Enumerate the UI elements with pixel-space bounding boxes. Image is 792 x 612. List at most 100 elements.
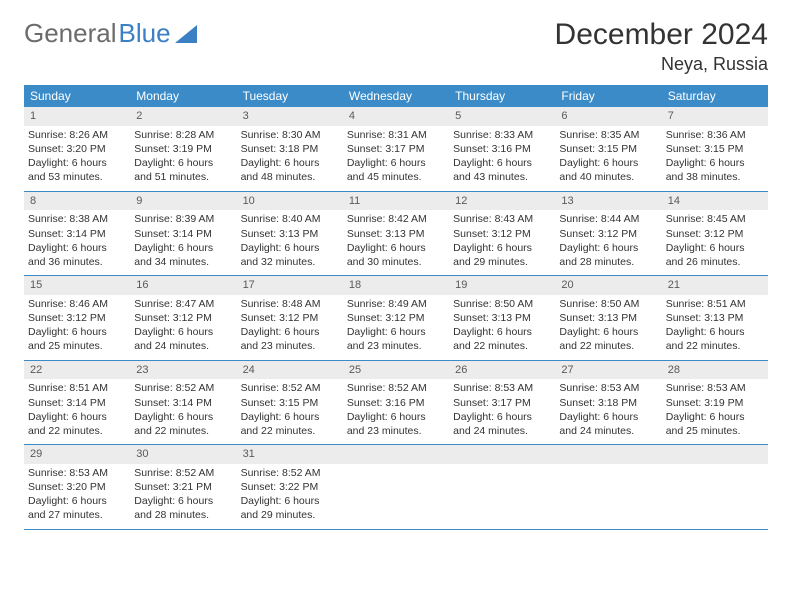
daylight-line: Daylight: 6 hours and 22 minutes.	[134, 410, 232, 438]
day-number: 25	[343, 361, 449, 380]
sunset-line: Sunset: 3:12 PM	[559, 227, 657, 241]
daylight-line: Daylight: 6 hours and 38 minutes.	[666, 156, 764, 184]
day-cell: 16Sunrise: 8:47 AMSunset: 3:12 PMDayligh…	[130, 276, 236, 360]
week-row: 1Sunrise: 8:26 AMSunset: 3:20 PMDaylight…	[24, 107, 768, 192]
day-number: 24	[237, 361, 343, 380]
sunset-line: Sunset: 3:18 PM	[559, 396, 657, 410]
day-cell	[343, 445, 449, 529]
week-row: 22Sunrise: 8:51 AMSunset: 3:14 PMDayligh…	[24, 361, 768, 446]
sunset-line: Sunset: 3:13 PM	[559, 311, 657, 325]
day-number: 8	[24, 192, 130, 211]
day-number	[662, 445, 768, 464]
sunset-line: Sunset: 3:14 PM	[134, 396, 232, 410]
day-header-cell: Thursday	[449, 85, 555, 107]
daylight-line: Daylight: 6 hours and 24 minutes.	[453, 410, 551, 438]
daylight-line: Daylight: 6 hours and 48 minutes.	[241, 156, 339, 184]
day-header-cell: Saturday	[662, 85, 768, 107]
sunrise-line: Sunrise: 8:52 AM	[241, 381, 339, 395]
sunrise-line: Sunrise: 8:45 AM	[666, 212, 764, 226]
day-number: 30	[130, 445, 236, 464]
location-label: Neya, Russia	[555, 54, 768, 75]
day-cell: 10Sunrise: 8:40 AMSunset: 3:13 PMDayligh…	[237, 192, 343, 276]
sunset-line: Sunset: 3:13 PM	[453, 311, 551, 325]
day-cell: 26Sunrise: 8:53 AMSunset: 3:17 PMDayligh…	[449, 361, 555, 445]
sunset-line: Sunset: 3:20 PM	[28, 142, 126, 156]
daylight-line: Daylight: 6 hours and 29 minutes.	[453, 241, 551, 269]
sunset-line: Sunset: 3:16 PM	[347, 396, 445, 410]
title-block: December 2024 Neya, Russia	[555, 18, 768, 75]
sunset-line: Sunset: 3:17 PM	[453, 396, 551, 410]
sunrise-line: Sunrise: 8:53 AM	[559, 381, 657, 395]
day-number: 20	[555, 276, 661, 295]
daylight-line: Daylight: 6 hours and 36 minutes.	[28, 241, 126, 269]
day-number: 19	[449, 276, 555, 295]
day-number	[555, 445, 661, 464]
daylight-line: Daylight: 6 hours and 22 minutes.	[559, 325, 657, 353]
daylight-line: Daylight: 6 hours and 29 minutes.	[241, 494, 339, 522]
sunrise-line: Sunrise: 8:44 AM	[559, 212, 657, 226]
sunrise-line: Sunrise: 8:53 AM	[28, 466, 126, 480]
daylight-line: Daylight: 6 hours and 24 minutes.	[134, 325, 232, 353]
sunset-line: Sunset: 3:17 PM	[347, 142, 445, 156]
month-title: December 2024	[555, 18, 768, 52]
sunset-line: Sunset: 3:14 PM	[28, 396, 126, 410]
day-number: 12	[449, 192, 555, 211]
day-number: 31	[237, 445, 343, 464]
daylight-line: Daylight: 6 hours and 40 minutes.	[559, 156, 657, 184]
daylight-line: Daylight: 6 hours and 23 minutes.	[241, 325, 339, 353]
day-cell: 8Sunrise: 8:38 AMSunset: 3:14 PMDaylight…	[24, 192, 130, 276]
sunset-line: Sunset: 3:12 PM	[28, 311, 126, 325]
brand-word1: General	[24, 18, 117, 49]
sunrise-line: Sunrise: 8:31 AM	[347, 128, 445, 142]
day-number: 15	[24, 276, 130, 295]
day-cell: 18Sunrise: 8:49 AMSunset: 3:12 PMDayligh…	[343, 276, 449, 360]
day-cell	[449, 445, 555, 529]
daylight-line: Daylight: 6 hours and 51 minutes.	[134, 156, 232, 184]
daylight-line: Daylight: 6 hours and 53 minutes.	[28, 156, 126, 184]
header: GeneralBlue December 2024 Neya, Russia	[24, 18, 768, 75]
day-number: 21	[662, 276, 768, 295]
day-cell: 17Sunrise: 8:48 AMSunset: 3:12 PMDayligh…	[237, 276, 343, 360]
sunrise-line: Sunrise: 8:48 AM	[241, 297, 339, 311]
daylight-line: Daylight: 6 hours and 30 minutes.	[347, 241, 445, 269]
day-cell: 1Sunrise: 8:26 AMSunset: 3:20 PMDaylight…	[24, 107, 130, 191]
day-number: 9	[130, 192, 236, 211]
day-header-cell: Wednesday	[343, 85, 449, 107]
day-cell: 29Sunrise: 8:53 AMSunset: 3:20 PMDayligh…	[24, 445, 130, 529]
daylight-line: Daylight: 6 hours and 45 minutes.	[347, 156, 445, 184]
day-cell: 24Sunrise: 8:52 AMSunset: 3:15 PMDayligh…	[237, 361, 343, 445]
daylight-line: Daylight: 6 hours and 24 minutes.	[559, 410, 657, 438]
daylight-line: Daylight: 6 hours and 23 minutes.	[347, 325, 445, 353]
sunset-line: Sunset: 3:14 PM	[134, 227, 232, 241]
sunset-line: Sunset: 3:12 PM	[241, 311, 339, 325]
day-number: 28	[662, 361, 768, 380]
day-number: 11	[343, 192, 449, 211]
calendar: SundayMondayTuesdayWednesdayThursdayFrid…	[24, 85, 768, 530]
daylight-line: Daylight: 6 hours and 34 minutes.	[134, 241, 232, 269]
daylight-line: Daylight: 6 hours and 25 minutes.	[666, 410, 764, 438]
sunset-line: Sunset: 3:18 PM	[241, 142, 339, 156]
sunset-line: Sunset: 3:12 PM	[453, 227, 551, 241]
sunset-line: Sunset: 3:19 PM	[134, 142, 232, 156]
daylight-line: Daylight: 6 hours and 32 minutes.	[241, 241, 339, 269]
day-number: 22	[24, 361, 130, 380]
day-number: 7	[662, 107, 768, 126]
sunrise-line: Sunrise: 8:51 AM	[666, 297, 764, 311]
day-cell: 22Sunrise: 8:51 AMSunset: 3:14 PMDayligh…	[24, 361, 130, 445]
day-cell: 19Sunrise: 8:50 AMSunset: 3:13 PMDayligh…	[449, 276, 555, 360]
day-header-cell: Sunday	[24, 85, 130, 107]
sunset-line: Sunset: 3:21 PM	[134, 480, 232, 494]
week-row: 15Sunrise: 8:46 AMSunset: 3:12 PMDayligh…	[24, 276, 768, 361]
sunset-line: Sunset: 3:12 PM	[134, 311, 232, 325]
sunset-line: Sunset: 3:19 PM	[666, 396, 764, 410]
sunrise-line: Sunrise: 8:33 AM	[453, 128, 551, 142]
sunset-line: Sunset: 3:12 PM	[666, 227, 764, 241]
day-cell: 27Sunrise: 8:53 AMSunset: 3:18 PMDayligh…	[555, 361, 661, 445]
day-number: 3	[237, 107, 343, 126]
day-cell: 6Sunrise: 8:35 AMSunset: 3:15 PMDaylight…	[555, 107, 661, 191]
day-cell: 15Sunrise: 8:46 AMSunset: 3:12 PMDayligh…	[24, 276, 130, 360]
day-number: 10	[237, 192, 343, 211]
daylight-line: Daylight: 6 hours and 28 minutes.	[134, 494, 232, 522]
sunrise-line: Sunrise: 8:30 AM	[241, 128, 339, 142]
sunrise-line: Sunrise: 8:46 AM	[28, 297, 126, 311]
